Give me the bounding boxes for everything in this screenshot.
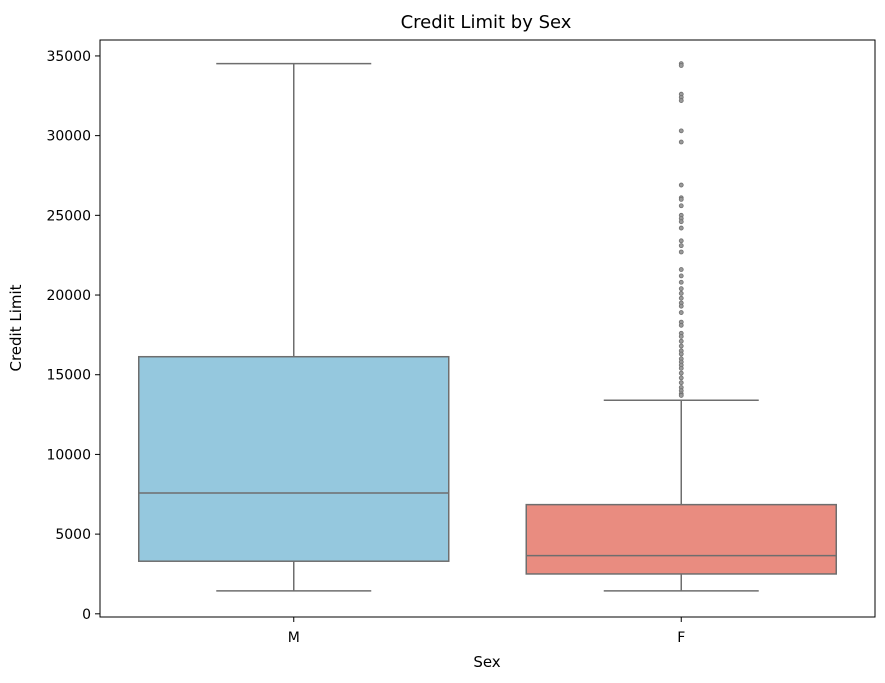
outlier-point-f xyxy=(678,351,684,357)
outlier-point-f xyxy=(678,219,684,225)
outlier-point-f xyxy=(678,63,684,68)
outlier-point-f xyxy=(678,310,684,315)
outlier-point-f xyxy=(678,267,684,272)
plot-frame xyxy=(99,39,876,618)
y-tick-label: 10000 xyxy=(46,447,91,463)
x-axis-label: Sex xyxy=(473,653,500,671)
outlier-point-f xyxy=(678,238,684,244)
y-tick-label: 25000 xyxy=(46,208,91,224)
outlier-point-f xyxy=(678,370,684,376)
outlier-point-f xyxy=(678,380,684,386)
plot-area: 0 5000 10000 15000 20000 25000 30000 35000 M F xyxy=(46,39,876,646)
outlier-point-f xyxy=(678,279,684,285)
outlier-point-f xyxy=(678,273,684,279)
y-tick-label: 30000 xyxy=(46,129,91,145)
outlier-point-f xyxy=(678,303,684,309)
outlier-point-f xyxy=(678,196,684,202)
box-m xyxy=(138,355,450,562)
outlier-point-f xyxy=(678,375,684,381)
outlier-point-f xyxy=(678,365,684,371)
outlier-point-f xyxy=(678,182,684,188)
x-tick-label: M xyxy=(288,630,300,646)
outlier-point-f xyxy=(678,393,684,398)
y-tick-label: 20000 xyxy=(46,288,91,304)
box-f xyxy=(525,503,837,575)
outlier-point-f xyxy=(678,128,684,134)
y-tick-label: 35000 xyxy=(46,49,91,65)
y-tick-label: 5000 xyxy=(55,527,91,543)
y-axis-label: Credit Limit xyxy=(7,284,25,371)
outlier-point-f xyxy=(678,343,684,349)
outlier-point-f xyxy=(678,295,684,301)
y-tick-label: 0 xyxy=(82,607,91,623)
outlier-point-f xyxy=(678,338,684,344)
outlier-point-f xyxy=(678,286,684,292)
outlier-point-f xyxy=(678,334,684,339)
outlier-point-f xyxy=(678,291,684,296)
outlier-point-f xyxy=(678,98,684,103)
x-tick-label: F xyxy=(677,630,685,646)
outlier-point-f xyxy=(678,249,684,255)
outlier-point-f xyxy=(678,322,684,328)
outlier-point-f xyxy=(678,139,684,145)
chart-title: Credit Limit by Sex xyxy=(401,12,572,33)
outlier-point-f xyxy=(678,225,684,231)
y-tick-label: 15000 xyxy=(46,368,91,384)
outlier-point-f xyxy=(678,243,684,249)
outlier-point-f xyxy=(678,203,684,209)
